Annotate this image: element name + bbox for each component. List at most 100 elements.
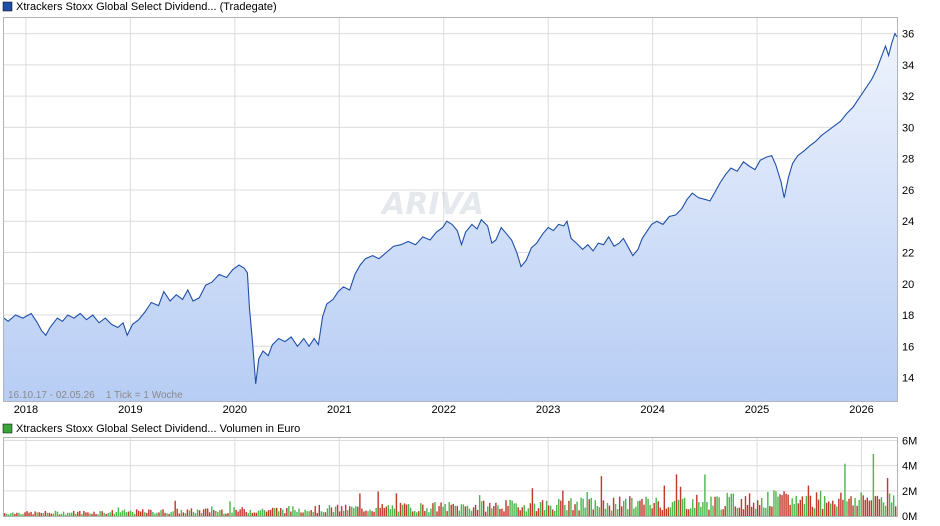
- volume-bar: [842, 499, 844, 516]
- volume-bar: [269, 509, 272, 516]
- volume-bar: [314, 506, 316, 516]
- volume-bar: [667, 507, 670, 516]
- volume-bar: [884, 505, 887, 516]
- price-chart-title: Xtrackers Stoxx Global Select Dividend..…: [16, 1, 277, 13]
- volume-bar: [706, 501, 708, 516]
- volume-bar: [874, 496, 877, 516]
- volume-bar: [34, 511, 36, 516]
- volume-bar: [491, 508, 493, 516]
- volume-bar: [294, 510, 296, 516]
- volume-bar: [346, 510, 349, 516]
- volume-bar: [517, 507, 519, 516]
- volume-bar: [158, 512, 160, 516]
- volume-bar: [566, 510, 568, 516]
- price-y-tick-label: 32: [902, 91, 914, 103]
- volume-bar: [795, 495, 797, 516]
- volume-bar: [474, 504, 477, 516]
- volume-bar: [137, 510, 140, 516]
- volume-bar: [255, 512, 258, 516]
- volume-bar: [525, 511, 528, 516]
- volume-bar: [77, 511, 79, 516]
- volume-bar: [227, 513, 229, 516]
- price-line: [3, 32, 898, 384]
- volume-bar: [856, 505, 858, 516]
- volume-bar: [282, 509, 284, 516]
- volume-bar: [176, 508, 178, 516]
- volume-bar: [629, 496, 631, 516]
- price-y-axis: 14 16 18 20 22 24 26 28 30 32 34 36: [902, 29, 914, 385]
- volume-bar: [387, 505, 390, 516]
- volume-bar: [334, 506, 337, 516]
- price-x-tick-label: 2022: [431, 404, 455, 416]
- volume-bar: [627, 509, 629, 516]
- volume-bar: [505, 500, 507, 516]
- volume-bar: [308, 511, 310, 516]
- volume-bar: [73, 510, 75, 516]
- volume-bar: [123, 509, 126, 516]
- volume-bar: [631, 497, 633, 516]
- price-x-tick-label: 2018: [14, 404, 38, 416]
- volume-bar: [604, 508, 607, 516]
- volume-bar: [32, 514, 34, 516]
- volume-bar: [150, 509, 152, 516]
- volume-bar: [830, 503, 832, 516]
- volume-bar: [769, 506, 771, 516]
- volume-bar: [832, 500, 834, 516]
- volume-bar: [300, 512, 302, 516]
- volume-bar: [438, 506, 440, 516]
- price-plot-frame: [3, 17, 898, 402]
- volume-bar: [600, 476, 603, 516]
- volume-bar: [391, 505, 394, 516]
- volume-y-tick-label: 4M: [902, 461, 917, 473]
- volume-bar: [221, 509, 223, 516]
- volume-bar: [89, 513, 91, 516]
- volume-bar: [726, 492, 728, 516]
- volume-bar: [661, 510, 663, 516]
- volume-bar: [791, 498, 793, 516]
- volume-bar: [618, 496, 621, 516]
- volume-bar: [393, 508, 396, 516]
- volume-bar: [206, 508, 209, 516]
- volume-bar: [558, 498, 560, 516]
- volume-bar: [186, 509, 189, 516]
- volume-bar: [685, 508, 688, 516]
- volume-bar: [560, 500, 562, 516]
- volume-bar: [409, 507, 412, 516]
- volume-bar: [166, 513, 168, 516]
- price-x-tick-label: 2025: [745, 404, 769, 416]
- volume-bar: [302, 512, 304, 516]
- volume-bar: [97, 514, 99, 516]
- volume-bar: [359, 493, 361, 516]
- volume-bar: [687, 509, 690, 516]
- volume-bar: [606, 503, 609, 516]
- volume-legend-swatch: [2, 423, 13, 434]
- volume-bar: [480, 501, 483, 516]
- volume-bar: [304, 509, 306, 516]
- volume-bar: [117, 507, 120, 516]
- volume-bar: [590, 497, 592, 516]
- volume-bar: [91, 513, 93, 516]
- volume-bar: [572, 510, 574, 516]
- volume-bar: [497, 505, 499, 516]
- volume-bar: [338, 511, 341, 516]
- volume-bar: [545, 500, 548, 516]
- volume-bar: [702, 501, 704, 516]
- volume-bar: [872, 453, 875, 516]
- volume-bar: [101, 511, 103, 516]
- volume-bar: [336, 504, 339, 516]
- volume-bar: [637, 501, 639, 516]
- volume-bar: [418, 511, 420, 516]
- volume-bar: [817, 499, 820, 516]
- volume-bar: [249, 509, 252, 516]
- volume-bar: [592, 509, 594, 516]
- volume-bar: [397, 511, 400, 516]
- volume-bar: [456, 505, 459, 516]
- volume-bar: [730, 493, 733, 516]
- volume-bar: [700, 506, 702, 516]
- volume-bar: [365, 510, 367, 516]
- volume-bar: [647, 498, 649, 516]
- volume-bar: [736, 507, 739, 516]
- volume-bar: [825, 502, 828, 516]
- volume-bar: [119, 512, 122, 516]
